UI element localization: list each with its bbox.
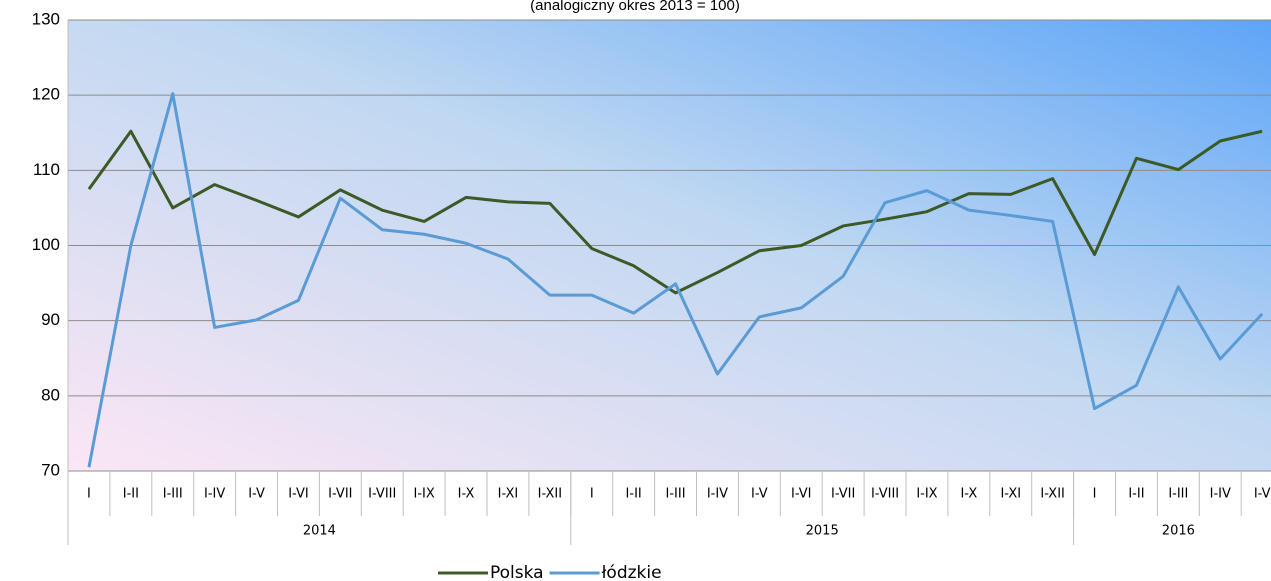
legend-label: łódzkie: [602, 563, 662, 581]
x-tick-label: I-XI: [498, 487, 519, 502]
x-tick-label: I-III: [1168, 487, 1188, 502]
y-tick-label: 90: [41, 310, 60, 329]
x-tick-label: I-III: [163, 487, 183, 502]
x-tick-label: I-VI: [288, 487, 309, 502]
y-tick-label: 130: [32, 9, 60, 28]
y-tick-label: 120: [32, 85, 60, 104]
y-tick-label: 80: [41, 385, 60, 404]
x-tick-label: I: [87, 487, 91, 502]
x-tick-label: I-VIII: [368, 487, 396, 502]
x-tick-label: I-VII: [328, 487, 352, 502]
y-tick-label: 110: [33, 160, 60, 179]
x-tick-label: I-VII: [831, 487, 855, 502]
x-tick-label: I-II: [1128, 487, 1144, 502]
x-tick-label: I: [590, 487, 594, 502]
x-tick-label: I-III: [666, 487, 686, 502]
x-tick-label: I-V: [248, 487, 265, 502]
x-tick-label: I-X: [458, 487, 475, 502]
x-tick-label: I-VI: [791, 487, 812, 502]
group-label: 2016: [1162, 524, 1195, 539]
x-tick-label: I-VIII: [871, 487, 899, 502]
line-series: [87, 92, 1264, 468]
x-tick-label: I-XII: [1040, 487, 1064, 502]
x-tick-label: I-IV: [707, 487, 728, 502]
y-tick-label: 100: [32, 235, 60, 254]
x-tick-label: I-II: [626, 487, 642, 502]
x-tick-label: I-XI: [1000, 487, 1021, 502]
line-series: [87, 129, 1263, 295]
x-tick-label: I-IX: [414, 487, 435, 502]
x-tick-label: I-V: [751, 487, 768, 502]
x-tick-label: I-V: [1254, 487, 1271, 502]
x-tick-label: I-IV: [1210, 487, 1231, 502]
group-label: 2014: [303, 524, 336, 539]
chart-subtitle: (analogiczny okres 2013 = 100): [530, 0, 740, 14]
x-tick-label: I-XII: [538, 487, 562, 502]
x-tick-label: I: [1093, 487, 1097, 502]
y-tick-label: 70: [41, 460, 60, 479]
x-tick-label: I-II: [123, 487, 139, 502]
group-label: 2015: [806, 524, 839, 539]
x-tick-label: I-IX: [916, 487, 937, 502]
legend-label: Polska: [490, 563, 544, 581]
x-tick-label: I-X: [960, 487, 977, 502]
x-tick-label: I-IV: [204, 487, 225, 502]
